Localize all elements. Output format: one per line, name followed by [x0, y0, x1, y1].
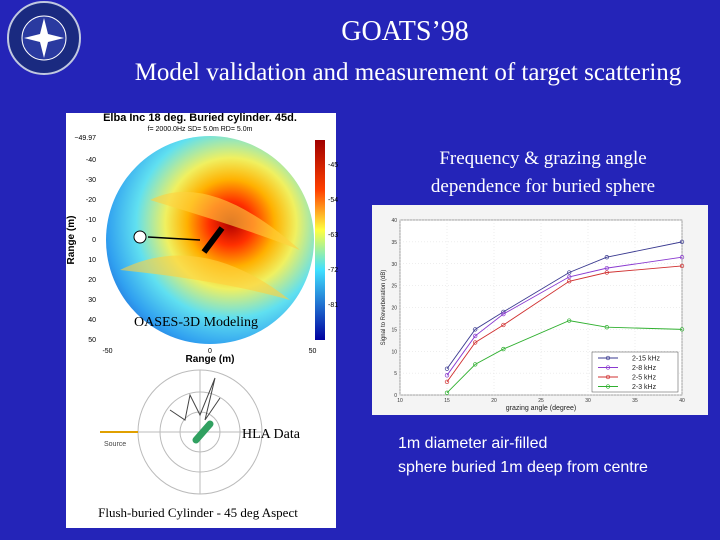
- y-tick-label: 10: [391, 349, 397, 355]
- point: [444, 379, 450, 385]
- y-tick-label: -30: [86, 177, 96, 184]
- point: [501, 322, 506, 328]
- point: [567, 274, 572, 280]
- point: [473, 340, 478, 345]
- x-tick-label: 30: [585, 398, 591, 404]
- legend-label: 2-15 kHz: [632, 356, 661, 363]
- x-axis-label: Range (m): [186, 354, 235, 365]
- y-tick-label: 40: [391, 218, 397, 224]
- legend: 2-15 kHz 2-8 kHz 2-5 kHz 2-3 kHz: [591, 351, 679, 393]
- subtitle: Model validation and measurement of targ…: [135, 59, 682, 86]
- point: [604, 270, 609, 275]
- colorbar-tick-label: -63: [328, 232, 338, 239]
- legend-marker: [605, 355, 611, 361]
- point: [444, 373, 450, 378]
- point: [567, 270, 572, 275]
- y-tick-label: 20: [88, 277, 96, 284]
- nato-logo: [7, 1, 81, 75]
- y-tick-label: 20: [391, 306, 397, 312]
- point: [501, 311, 506, 317]
- hla-label: HLA Data: [242, 427, 301, 442]
- point: [679, 239, 685, 245]
- y-tick-label: -40: [86, 157, 96, 164]
- point: [444, 366, 450, 371]
- title: GOATS’98: [341, 16, 469, 47]
- y-axis-label: Signal to Reverberation (dB): [381, 270, 387, 346]
- y-tick-label: 15: [391, 327, 397, 333]
- colorbar-tick-label: -54: [328, 197, 338, 204]
- point: [501, 346, 506, 352]
- x-axis-label: grazing angle (degree): [506, 405, 576, 412]
- cylinder: [201, 226, 225, 254]
- plot-title: Elba Inc 18 deg. Buried cylinder. 45d.: [103, 112, 297, 124]
- model-label: OASES-3D Modeling: [134, 315, 258, 330]
- hla-cylinder: [192, 420, 214, 444]
- y-tick-label: 40: [88, 317, 96, 324]
- y-tick-label: 50: [88, 337, 96, 344]
- colorbar: [315, 140, 325, 340]
- arrow: [147, 236, 201, 241]
- point: [473, 327, 478, 332]
- x-tick-label: 50: [309, 348, 317, 355]
- x-tick-label: 25: [538, 398, 544, 404]
- x-tick-label: 10: [397, 398, 403, 404]
- legend-label: 2-8 kHz: [632, 365, 657, 372]
- series-line: [446, 320, 683, 394]
- colorbar-tick-label: -72: [328, 267, 338, 274]
- legend-label: 2-3 kHz: [632, 384, 657, 391]
- point: [679, 263, 685, 269]
- description: 1m diameter air-filled sphere buried 1m d…: [398, 435, 648, 476]
- caption: Flush-buried Cylinder - 45 deg Aspect: [98, 505, 298, 520]
- y-tick-label: -10: [86, 217, 96, 224]
- legend-marker: [605, 384, 611, 389]
- y-tick-label: 0: [394, 393, 397, 399]
- point: [679, 327, 685, 332]
- colorbar-tick-label: -45: [328, 162, 338, 169]
- x-tick-label: 15: [444, 398, 450, 404]
- y-tick-label: 30: [88, 297, 96, 304]
- y-tick-label: 10: [88, 257, 96, 264]
- y-tick-label: 0: [92, 237, 96, 244]
- point: [604, 265, 609, 271]
- series-line: [446, 265, 683, 383]
- field-lobes: [120, 191, 300, 300]
- x-tick-label: 0: [208, 348, 212, 355]
- legend-marker: [605, 374, 611, 380]
- y-top-label: −49.97: [74, 135, 96, 142]
- x-tick-label: 35: [632, 398, 638, 404]
- y-tick-label: 30: [391, 262, 397, 268]
- y-tick-label: 35: [391, 240, 397, 246]
- plot-subtitle: f= 2000.0Hz SD= 5.0m RD= 5.0m: [148, 126, 253, 133]
- point: [604, 325, 609, 330]
- point: [473, 333, 478, 339]
- legend-label: 2-5 kHz: [632, 375, 657, 382]
- y-axis-label: Range (m): [66, 216, 77, 265]
- colorbar-tick-label: -81: [328, 302, 338, 309]
- point: [567, 279, 572, 284]
- point: [567, 318, 572, 323]
- heading: Frequency & grazing angle dependence for …: [431, 148, 655, 197]
- series-line: [446, 241, 683, 370]
- x-tick-label: -50: [102, 348, 112, 355]
- y-tick-label: 5: [394, 371, 397, 377]
- y-tick-label: 25: [391, 284, 397, 290]
- legend-marker: [605, 365, 611, 370]
- point: [679, 255, 685, 260]
- y-tick-label: -20: [86, 197, 96, 204]
- point: [444, 390, 450, 395]
- source-label: Source: [104, 441, 126, 448]
- point: [604, 255, 609, 260]
- x-tick-label: 20: [491, 398, 497, 404]
- source-marker: [133, 230, 147, 244]
- point: [473, 362, 478, 367]
- series-line: [446, 256, 683, 376]
- x-tick-label: 40: [679, 398, 685, 404]
